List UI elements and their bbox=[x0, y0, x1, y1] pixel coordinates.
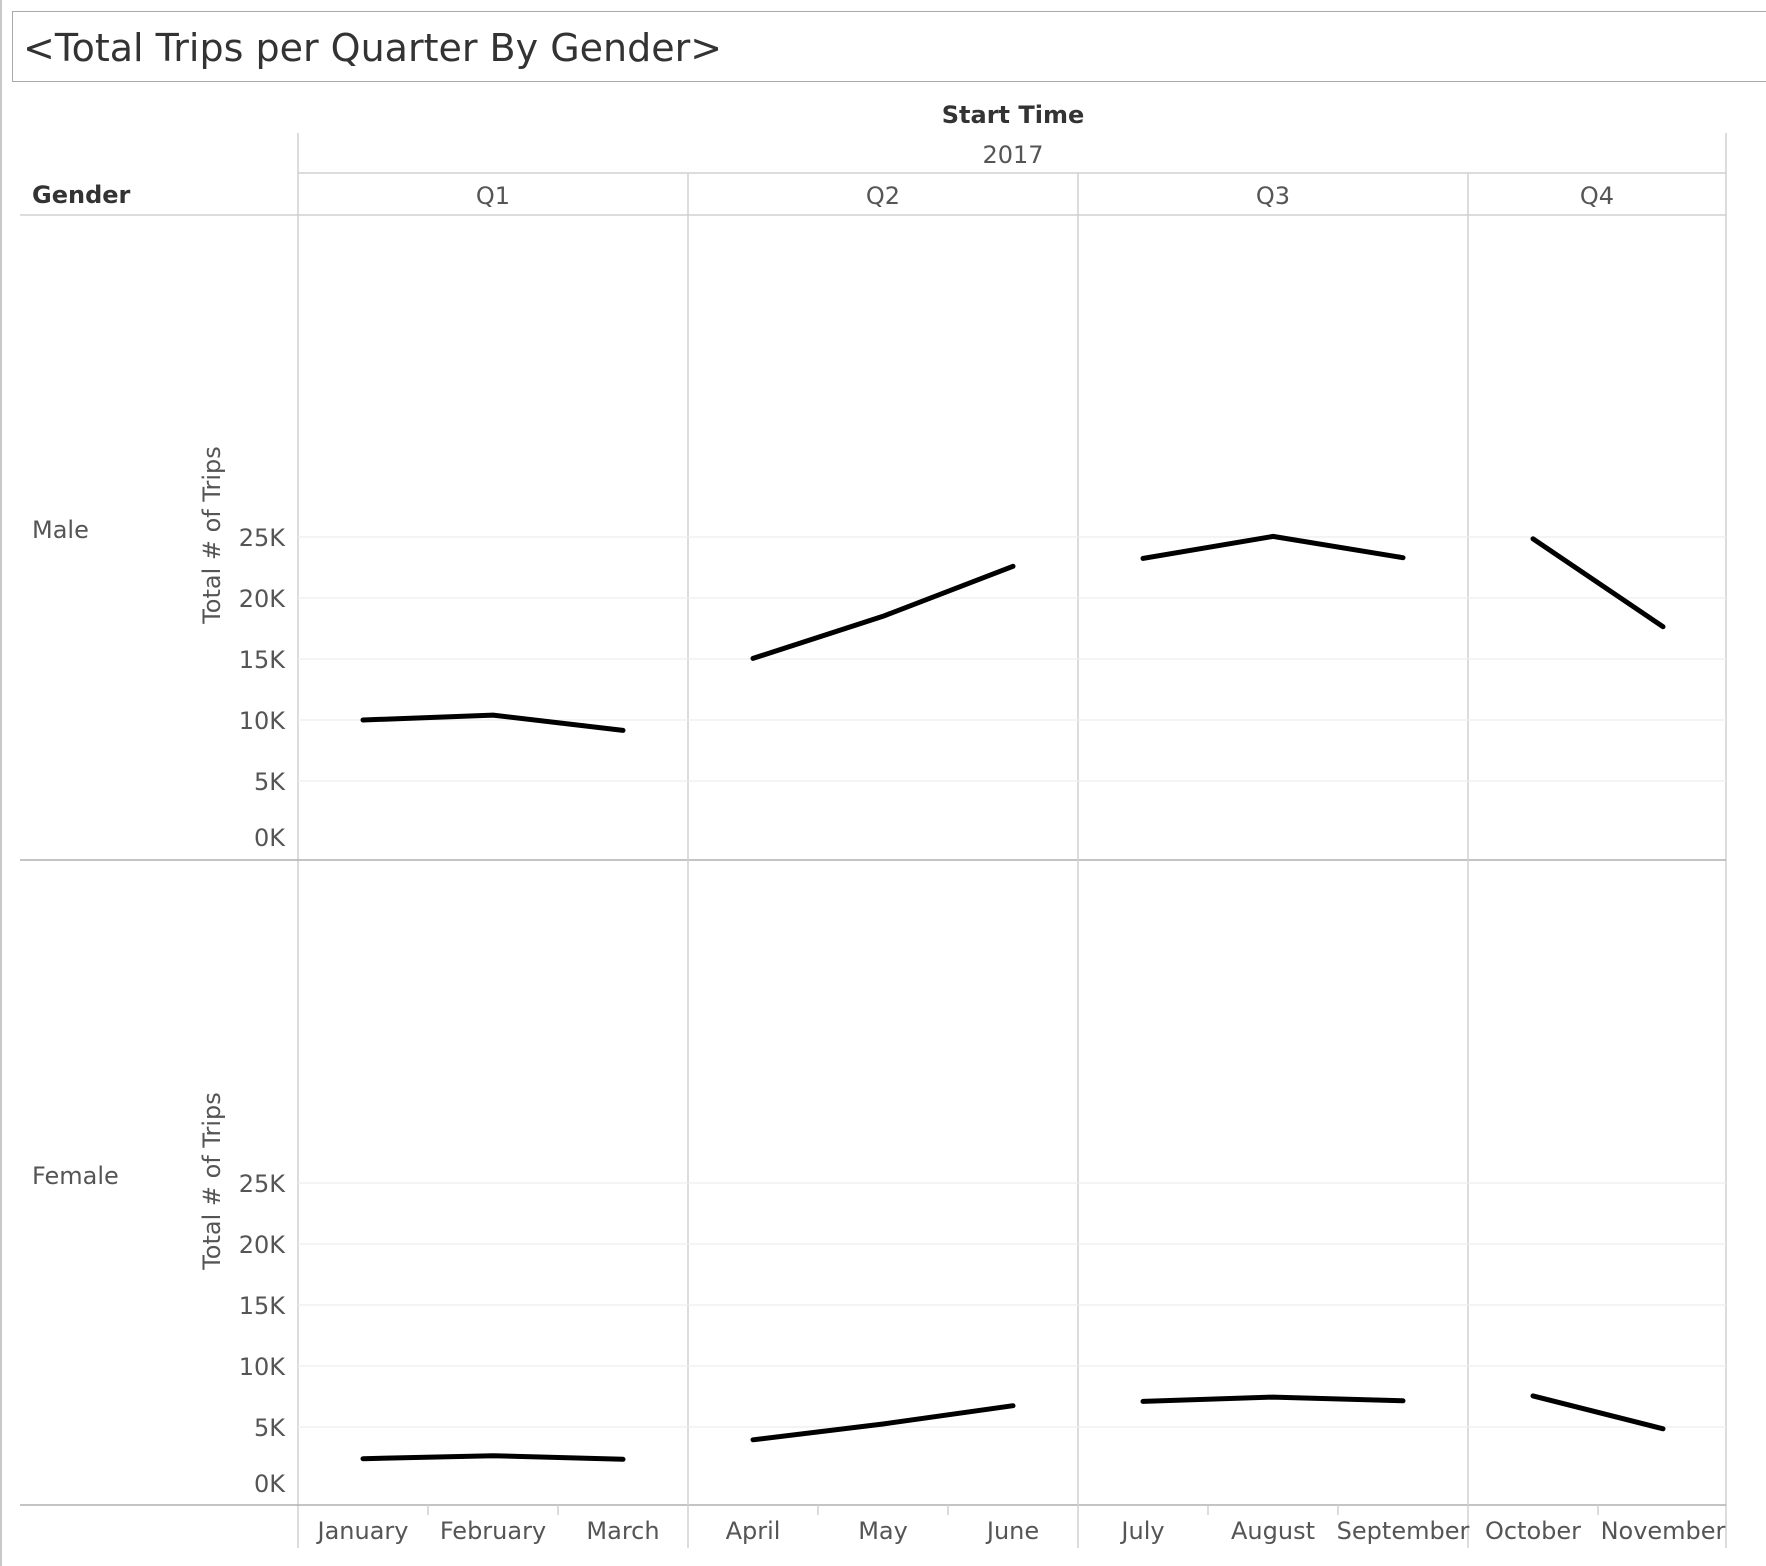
title-box: <Total Trips per Quarter By Gender> bbox=[12, 11, 1766, 82]
line-female-q2 bbox=[750, 1403, 1016, 1443]
chart-title: <Total Trips per Quarter By Gender> bbox=[23, 26, 723, 70]
month-label-august: August bbox=[1231, 1517, 1315, 1545]
line-male-q3 bbox=[1140, 533, 1406, 561]
chart-frame bbox=[20, 133, 1727, 1548]
y-tick-label: 15K bbox=[239, 646, 287, 674]
month-label-may: May bbox=[858, 1517, 908, 1545]
y-axis-title: Total # of Trips bbox=[198, 446, 226, 625]
month-label-november: November bbox=[1601, 1517, 1726, 1545]
quarter-header-q3: Q3 bbox=[1256, 182, 1290, 210]
y-tick-label: 5K bbox=[254, 1414, 286, 1442]
year-header: 2017 bbox=[982, 141, 1043, 169]
left-border bbox=[0, 0, 2, 1566]
line-male-q2 bbox=[750, 563, 1016, 661]
y-tick-label: 20K bbox=[239, 1231, 287, 1259]
month-label-january: January bbox=[316, 1517, 409, 1545]
y-tick-label: 25K bbox=[239, 524, 287, 552]
y-tick-label: 15K bbox=[239, 1292, 287, 1320]
y-tick-label: 20K bbox=[239, 585, 287, 613]
y-tick-label: 0K bbox=[254, 824, 286, 852]
quarter-header-q4: Q4 bbox=[1580, 182, 1614, 210]
gridlines bbox=[298, 536, 1726, 1428]
month-label-june: June bbox=[985, 1517, 1039, 1545]
y-tick-label: 5K bbox=[254, 768, 286, 796]
y-tick-label: 25K bbox=[239, 1170, 287, 1198]
line-female-q3 bbox=[1140, 1394, 1406, 1404]
line-male-q1 bbox=[360, 712, 626, 733]
row-header-female: Female bbox=[32, 1162, 119, 1190]
line-female-q1 bbox=[360, 1453, 626, 1462]
data-lines bbox=[360, 533, 1666, 1462]
row-header-male: Male bbox=[32, 516, 89, 544]
y-tick-label: 10K bbox=[239, 707, 287, 735]
row-field-header: Gender bbox=[32, 181, 131, 209]
chart-labels: Start Time 2017 Gender Q1 Q2 Q3 Q4 January Fe… bbox=[32, 101, 1726, 1545]
column-field-header: Start Time bbox=[942, 101, 1085, 129]
month-label-april: April bbox=[726, 1517, 781, 1545]
y-tick-label: 10K bbox=[239, 1353, 287, 1381]
month-label-february: February bbox=[440, 1517, 546, 1545]
month-label-july: July bbox=[1119, 1517, 1164, 1545]
month-label-march: March bbox=[586, 1517, 659, 1545]
month-label-september: September bbox=[1337, 1517, 1470, 1545]
quarter-header-q1: Q1 bbox=[476, 182, 510, 210]
month-label-october: October bbox=[1485, 1517, 1581, 1545]
line-female-q4 bbox=[1530, 1393, 1666, 1432]
line-male-q4 bbox=[1530, 536, 1666, 630]
y-axis-title: Total # of Trips bbox=[198, 1092, 226, 1271]
quarter-header-q2: Q2 bbox=[866, 182, 900, 210]
y-tick-label: 0K bbox=[254, 1470, 286, 1498]
